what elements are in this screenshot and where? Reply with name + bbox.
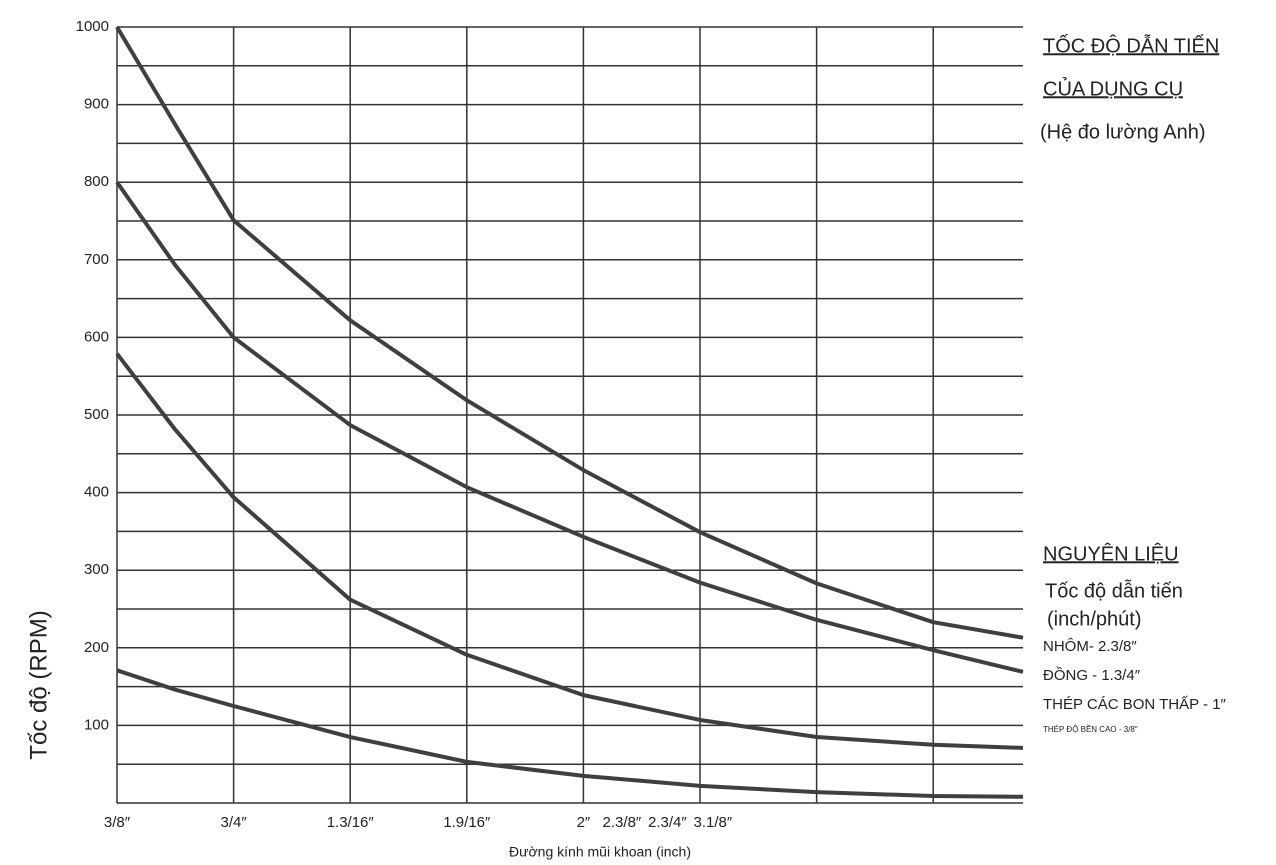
y-axis-label: Tốc độ (RPM) [25, 610, 52, 759]
y-tick-label: 500 [84, 406, 109, 423]
data-line [115, 25, 1024, 640]
y-tick-label: 300 [84, 561, 109, 578]
y-tick-label: 600 [84, 328, 109, 345]
x-axis-label: Đường kính mũi khoan (inch) [509, 844, 691, 860]
data-line [116, 668, 1024, 799]
y-tick-label: 900 [84, 96, 109, 113]
legend-entry: NHÔM- 2.3/8″ [1043, 638, 1137, 655]
x-tick-label: 1.9/16″ [443, 814, 491, 831]
x-tick-label: 2″ [577, 814, 591, 831]
x-tick-label: 3/8″ [104, 814, 131, 831]
subtitle: (Hệ đo lường Anh) [1040, 121, 1205, 143]
y-tick-label: 400 [84, 484, 109, 501]
y-tick-label: 200 [84, 639, 109, 656]
data-line [115, 181, 1024, 674]
legend-title: NGUYÊN LIỆU [1043, 542, 1179, 565]
legend-subtitle: (inch/phút) [1047, 608, 1142, 630]
x-tick-label: 3/4″ [221, 814, 248, 831]
x-tick-label: 1.3/16″ [327, 814, 375, 831]
y-tick-label: 800 [84, 173, 109, 190]
x-tick-label: 3.1/8″ [694, 814, 733, 831]
y-tick-label: 700 [84, 251, 109, 268]
legend-entry: ĐỒNG - 1.3/4″ [1043, 666, 1141, 684]
data-line [115, 352, 1024, 750]
title-line: TỐC ĐỘ DẪN TIẾN [1043, 33, 1219, 57]
legend-subtitle: Tốc độ dẫn tiến [1045, 579, 1183, 602]
title-line: CỦA DỤNG CỤ [1043, 76, 1183, 100]
x-tick-label: 2.3/8″ [603, 814, 642, 831]
x-tick-label: 2.3/4″ [648, 814, 687, 831]
y-tick-label: 100 [84, 716, 109, 733]
legend-entry: THÉP CÁC BON THẤP - 1″ [1043, 696, 1227, 713]
y-tick-label: 1000 [76, 18, 109, 35]
legend-entry: THÉP ĐỘ BỀN CAO - 3/8″ [1043, 724, 1138, 734]
